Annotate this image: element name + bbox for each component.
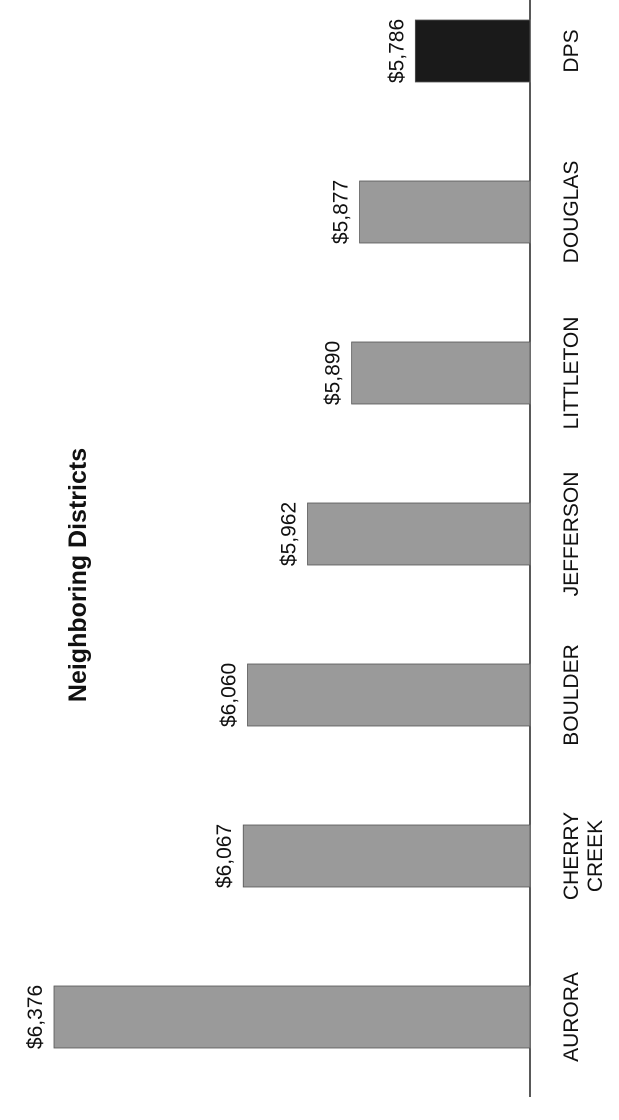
category-label-boulder: BOULDER (560, 644, 583, 746)
value-label-jefferson: $5,962 (278, 502, 301, 566)
category-label-line: JEFFERSON (560, 472, 583, 597)
category-label-line: DOUGLAS (560, 161, 583, 264)
category-label-jefferson: JEFFERSON (560, 472, 583, 597)
bar-cherry-creek (242, 824, 531, 888)
bar-douglas (359, 180, 531, 244)
category-label-line: AURORA (560, 972, 583, 1062)
bars (53, 19, 531, 1049)
category-label-line: CHERRY (560, 812, 583, 900)
value-label-cherry-creek: $6,067 (213, 824, 236, 888)
category-label-line: CREEK (584, 820, 607, 892)
category-label-littleton: LITTLETON (560, 317, 583, 430)
value-labels: $6,376 $6,067 $6,060 $5,962 $5,890 $5,877 $5,7… (24, 19, 408, 1049)
bar-dps (414, 19, 531, 83)
category-label-line: DPS (560, 29, 583, 72)
bar-littleton (351, 341, 531, 405)
category-label-line: BOULDER (560, 644, 583, 746)
category-labels: AURORA CHERRYCREEK BOULDER JEFFERSON LITTLET… (560, 29, 607, 1062)
category-label-line: LITTLETON (560, 317, 583, 430)
category-label-douglas: DOUGLAS (560, 161, 583, 264)
bar-aurora (53, 985, 531, 1049)
value-label-aurora: $6,376 (24, 985, 47, 1049)
bar-jefferson (307, 502, 531, 566)
value-label-dps: $5,786 (385, 19, 408, 83)
category-label-aurora: AURORA (560, 972, 583, 1062)
value-label-littleton: $5,890 (322, 341, 345, 405)
value-label-boulder: $6,060 (218, 663, 241, 727)
bar-boulder (247, 663, 531, 727)
category-label-dps: DPS (560, 29, 583, 72)
chart-title: Neighboring Districts (64, 448, 92, 702)
value-label-douglas: $5,877 (330, 180, 353, 244)
category-label-cherry-creek: CHERRYCREEK (560, 812, 607, 900)
